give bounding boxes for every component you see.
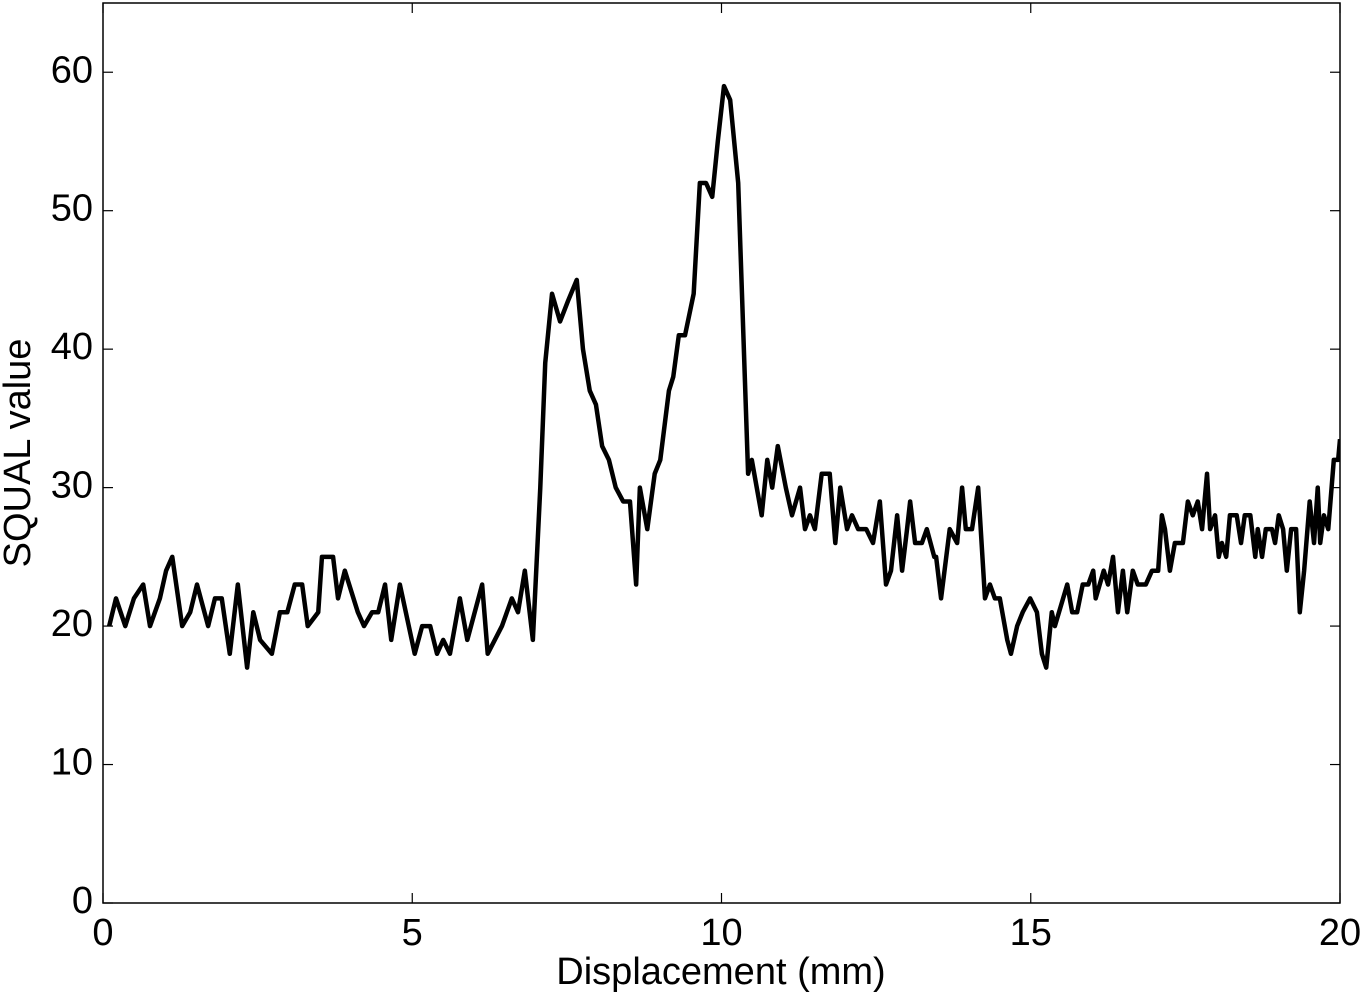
data-line [107, 83, 1340, 670]
x-tick-label: 15 [1010, 912, 1052, 954]
x-tick-label: 20 [1319, 912, 1361, 954]
y-tick-label: 40 [51, 326, 93, 368]
x-axis-label: Displacement (mm) [556, 951, 885, 993]
x-tick-label: 0 [92, 912, 113, 954]
y-tick-label: 0 [72, 880, 93, 922]
x-tick-label: 10 [700, 912, 742, 954]
y-tick-label: 30 [51, 465, 93, 507]
x-tick-label: 5 [402, 912, 423, 954]
y-tick-label: 20 [51, 603, 93, 645]
y-tick-label: 10 [51, 742, 93, 784]
plot-frame [102, 2, 1341, 904]
y-axis-label: SQUAL value [0, 339, 39, 568]
y-tick-label: 60 [51, 49, 93, 91]
y-tick-label: 50 [51, 188, 93, 230]
